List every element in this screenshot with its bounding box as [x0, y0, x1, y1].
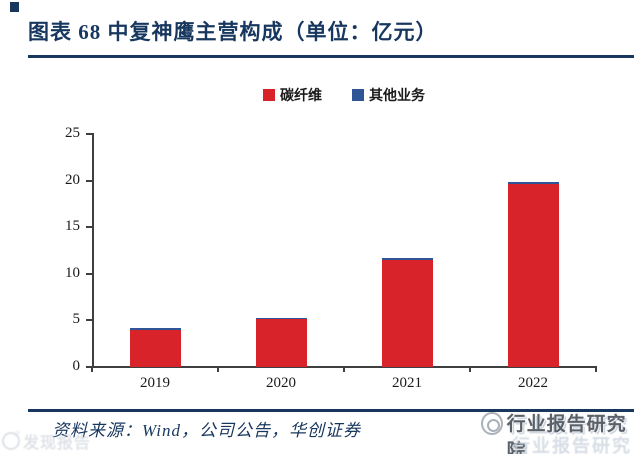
x-tick-label: 2020	[266, 375, 296, 391]
watermark-bottom-right: 行业报告研究院	[481, 409, 636, 454]
y-tick-label: 15	[65, 218, 80, 235]
x-axis-tick	[217, 367, 219, 372]
x-axis-tick	[469, 367, 471, 372]
watermark-text: 行业报告研究院	[506, 414, 627, 454]
watermark-text: 发现报告	[23, 435, 92, 452]
y-tick-label: 10	[65, 264, 80, 281]
bar-segment-其他业务	[129, 327, 181, 330]
bar-segment-碳纤维	[129, 329, 181, 367]
bar-segment-碳纤维	[255, 319, 307, 367]
source-divider	[28, 409, 634, 412]
watermark-bottom-left: 发现报告	[2, 427, 92, 453]
x-tick-label: 2022	[518, 375, 548, 391]
title-divider	[28, 55, 634, 58]
research-institute-logo-icon	[481, 412, 503, 435]
x-axis-tick	[91, 367, 93, 372]
y-tick-label: 0	[72, 358, 81, 374]
page-crop-artifact	[10, 2, 19, 12]
y-axis-tick	[86, 319, 92, 322]
x-tick-label: 2019	[140, 375, 170, 391]
source-note: 资料来源：Wind，公司公告，华创证券	[52, 421, 361, 440]
x-axis-tick	[343, 367, 345, 372]
y-axis-tick	[86, 366, 92, 368]
legend-item-other-business: 其他业务	[352, 85, 425, 105]
y-axis-line	[92, 133, 94, 368]
watermark-logo-icon	[2, 427, 20, 450]
legend-swatch-blue-icon	[352, 89, 364, 101]
y-axis-tick	[86, 179, 92, 182]
figure-title: 图表 68 中复神鹰主营构成（单位：亿元）	[28, 20, 438, 44]
x-axis-tick	[595, 367, 597, 372]
legend-item-carbon-fiber: 碳纤维	[263, 85, 322, 105]
y-axis-tick	[86, 133, 92, 135]
y-axis-tick	[86, 226, 92, 229]
bar-segment-碳纤维	[507, 184, 559, 367]
y-tick-label: 20	[65, 171, 80, 188]
legend-label: 其他业务	[369, 89, 425, 104]
y-axis-tick	[86, 272, 92, 275]
legend-swatch-red-icon	[263, 89, 275, 101]
bar-segment-碳纤维	[381, 259, 433, 367]
bar-segment-其他业务	[507, 181, 559, 185]
watermark-echo: 行业报告研究院	[512, 436, 632, 454]
chart-legend: 碳纤维 其他业务	[92, 85, 596, 105]
y-tick-label: 25	[65, 125, 80, 141]
y-tick-label: 5	[72, 311, 81, 328]
bar-segment-其他业务	[381, 257, 433, 260]
bar-segment-其他业务	[255, 317, 307, 320]
legend-label: 碳纤维	[280, 89, 322, 104]
x-tick-label: 2021	[392, 375, 422, 391]
